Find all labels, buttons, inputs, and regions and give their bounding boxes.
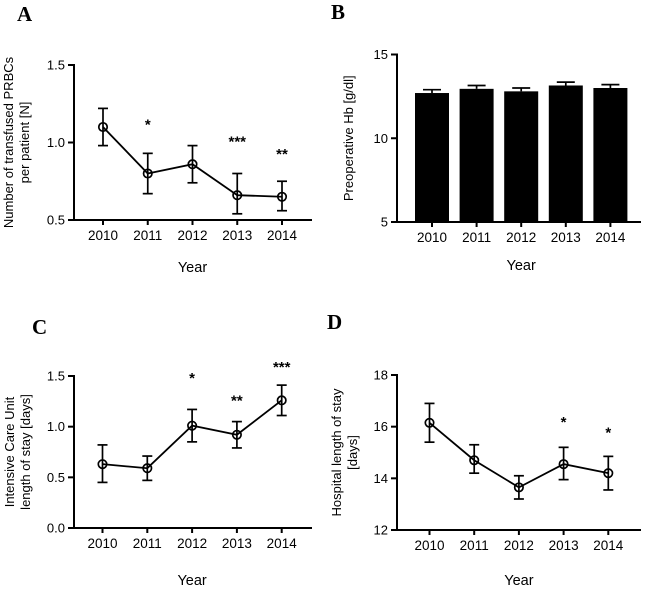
- svg-text:*: *: [605, 425, 611, 442]
- svg-text:Year: Year: [177, 573, 206, 589]
- svg-text:2012: 2012: [504, 538, 534, 553]
- svg-text:15: 15: [374, 47, 388, 62]
- svg-text:*: *: [561, 414, 567, 431]
- panel-b-letter: B: [331, 0, 346, 24]
- svg-text:2013: 2013: [549, 538, 579, 553]
- svg-text:Year: Year: [178, 260, 207, 276]
- svg-text:2014: 2014: [593, 538, 624, 553]
- svg-text:0.5: 0.5: [47, 213, 65, 228]
- svg-text:***: ***: [228, 133, 246, 150]
- svg-text:2014: 2014: [267, 536, 298, 551]
- panel-d: D 12 14 16 18 2010 2011 2012 2013 2014 Year Hospit…: [327, 298, 658, 596]
- svg-text:0.5: 0.5: [47, 470, 65, 485]
- svg-text:5: 5: [381, 215, 388, 230]
- svg-text:Intensive Care Unitlength of s: Intensive Care Unitlength of stay [days]: [2, 394, 33, 510]
- svg-text:Number of transfused PRBCsper: Number of transfused PRBCsper patient [N…: [1, 56, 32, 228]
- svg-text:2010: 2010: [87, 536, 117, 551]
- svg-text:0.0: 0.0: [47, 521, 65, 536]
- svg-text:1.0: 1.0: [47, 135, 65, 150]
- svg-text:*: *: [189, 370, 195, 387]
- svg-text:**: **: [231, 392, 243, 409]
- svg-text:2014: 2014: [267, 228, 298, 243]
- svg-text:1.0: 1.0: [47, 419, 65, 434]
- svg-text:1.5: 1.5: [47, 369, 65, 384]
- svg-text:2010: 2010: [417, 230, 447, 245]
- panel-a-letter: A: [17, 2, 33, 26]
- svg-text:***: ***: [273, 359, 291, 376]
- svg-text:2010: 2010: [88, 228, 118, 243]
- svg-text:18: 18: [374, 368, 388, 383]
- panel-a-plot: 0.5 1.0 1.5 2010 2011 2012 2013 2014 Year Number …: [1, 56, 312, 276]
- svg-text:Hospital length of stay[days]: Hospital length of stay[days]: [329, 388, 360, 516]
- svg-text:2012: 2012: [177, 536, 207, 551]
- svg-text:12: 12: [374, 523, 388, 538]
- panel-b-plot: 5 10 15 2010 2011 2012 2013 2014 Year Preoperativ…: [341, 47, 641, 274]
- svg-text:2013: 2013: [222, 228, 252, 243]
- svg-text:2014: 2014: [595, 230, 626, 245]
- panel-c-letter: C: [32, 315, 48, 339]
- panel-a: A 0.5 1.0 1.5 2010 2011 2012 2013 2014 Year Numbe…: [0, 0, 329, 298]
- panel-d-plot: 12 14 16 18 2010 2011 2012 2013 2014 Year Hospital…: [329, 368, 641, 589]
- svg-text:Preoperative Hb [g/dl]: Preoperative Hb [g/dl]: [341, 75, 356, 201]
- svg-text:16: 16: [374, 419, 388, 434]
- svg-text:2012: 2012: [506, 230, 536, 245]
- svg-text:2013: 2013: [222, 536, 252, 551]
- svg-text:2011: 2011: [460, 538, 489, 553]
- svg-text:*: *: [145, 116, 151, 133]
- svg-text:2011: 2011: [133, 536, 162, 551]
- svg-text:2013: 2013: [551, 230, 581, 245]
- panel-b: B 5 10 15 2010 2011 2012 2013 2014 Year Preoperat…: [329, 0, 658, 298]
- svg-text:Year: Year: [504, 573, 533, 589]
- svg-text:1.5: 1.5: [47, 58, 65, 73]
- panel-c-plot: 0.0 0.5 1.0 1.5 2010 2011 2012 2013 2014 Year Inte…: [2, 359, 312, 589]
- panel-c: C 0.0 0.5 1.0 1.5 2010 2011 2012 2013 2014 Year In…: [0, 298, 329, 596]
- svg-text:2011: 2011: [462, 230, 491, 245]
- svg-text:2010: 2010: [414, 538, 444, 553]
- svg-text:Year: Year: [507, 258, 536, 274]
- svg-text:2012: 2012: [177, 228, 207, 243]
- svg-text:14: 14: [374, 471, 388, 486]
- svg-text:10: 10: [374, 131, 388, 146]
- svg-text:2011: 2011: [133, 228, 162, 243]
- panel-d-letter: D: [327, 310, 343, 334]
- svg-text:**: **: [276, 146, 288, 163]
